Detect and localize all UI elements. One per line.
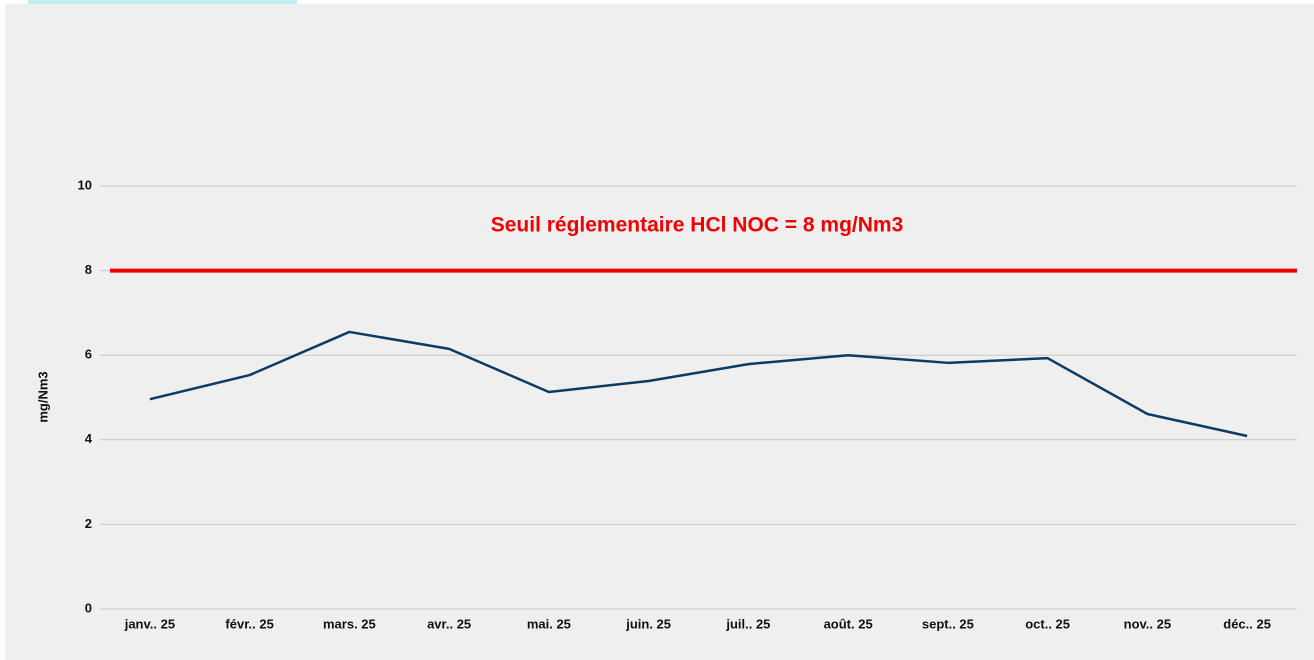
x-tick-label: déc.. 25 (1223, 616, 1271, 631)
x-tick-label: mai. 25 (527, 616, 571, 631)
threshold-label: Seuil réglementaire HCl NOC = 8 mg/Nm3 (491, 214, 904, 237)
y-tick-label: 0 (85, 600, 92, 615)
x-tick-label: févr.. 25 (225, 616, 273, 631)
x-tick-label: sept.. 25 (922, 616, 974, 631)
x-tick-label: janv.. 25 (124, 616, 175, 631)
chart-background (5, 4, 1314, 660)
y-tick-label: 2 (85, 516, 92, 531)
y-tick-label: 8 (85, 262, 92, 277)
x-tick-label: juil.. 25 (725, 616, 770, 631)
data-line (149, 330, 1248, 438)
top-tab (28, 0, 297, 4)
y-axis-label: mg/Nm3 (35, 371, 50, 422)
x-tick-label: nov.. 25 (1124, 616, 1171, 631)
x-tick-label: juin. 25 (625, 616, 671, 631)
y-tick-label: 6 (85, 347, 92, 362)
x-tick-label: mars. 25 (323, 616, 376, 631)
x-tick-label: oct.. 25 (1025, 616, 1070, 631)
y-tick-label: 10 (78, 177, 92, 192)
y-tick-label: 4 (85, 431, 93, 446)
x-tick-label: août. 25 (824, 616, 873, 631)
x-tick-label: avr.. 25 (427, 616, 471, 631)
